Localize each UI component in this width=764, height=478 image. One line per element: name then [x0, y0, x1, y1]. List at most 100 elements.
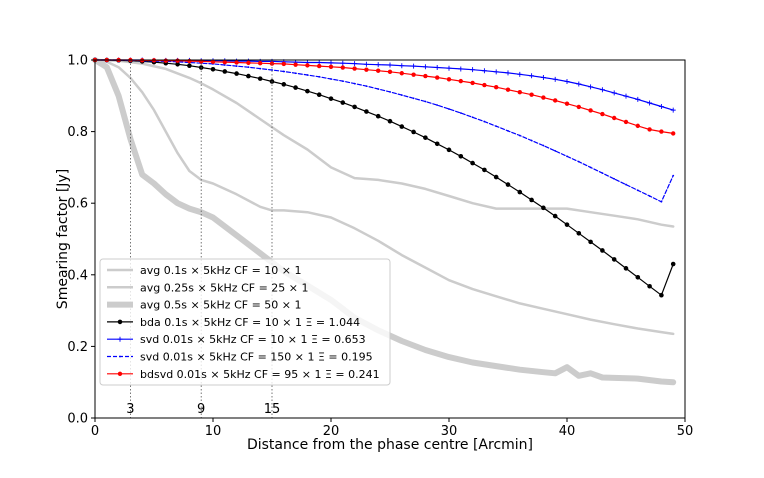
- series-6-line: [94, 59, 674, 203]
- series-7-point: [659, 129, 664, 134]
- series-6-point: [495, 125, 498, 128]
- series-5-point: [363, 61, 369, 67]
- series-4-point: [493, 174, 499, 180]
- series-7-point: [470, 80, 475, 86]
- series-5-point: [411, 63, 417, 69]
- series-5-point: [635, 96, 641, 102]
- series-4-point: [647, 283, 652, 289]
- x-axis-ticks: 0 10 20 30 40 50: [91, 418, 693, 439]
- series-4-point: [635, 275, 641, 280]
- series-5-point: [658, 104, 664, 110]
- plot-frame: [94, 59, 686, 419]
- series-4-point: [482, 167, 487, 173]
- series-4-point: [257, 76, 263, 81]
- series-7-point: [210, 59, 216, 64]
- series-6-point: [459, 112, 462, 114]
- legend-label: svd 0.01s × 5kHz CF = 150 × 1 Ξ = 0.195: [140, 351, 373, 364]
- series-7-point: [364, 67, 369, 72]
- legend-box: [99, 258, 391, 386]
- series-5-point: [529, 73, 535, 79]
- series-6-point: [341, 80, 344, 83]
- series-4-point: [328, 96, 334, 101]
- series-6-point: [412, 97, 415, 100]
- series-7-point: [588, 108, 593, 113]
- series-7-point: [317, 63, 322, 69]
- series-4-point: [246, 73, 251, 79]
- series-6-point: [672, 174, 675, 177]
- series-6-point: [389, 90, 391, 93]
- series-6-point: [601, 172, 604, 175]
- series-7-point: [635, 123, 640, 129]
- series-5-point: [458, 66, 464, 72]
- series-6-point: [636, 189, 639, 192]
- legend-label: avg 0.25s × 5kHz CF = 25 × 1: [140, 281, 309, 294]
- legend-label: avg 0.5s × 5kHz CF = 50 × 1: [140, 299, 302, 312]
- series-4-point: [316, 92, 322, 98]
- series-7-point: [458, 78, 463, 84]
- series-4-point: [623, 266, 629, 271]
- series-4-point: [659, 292, 664, 298]
- series-5-point: [670, 107, 676, 113]
- series-6-point: [259, 67, 262, 70]
- series-6-point: [235, 65, 238, 67]
- series-7-point: [423, 73, 428, 79]
- series-7-point: [352, 66, 357, 71]
- series-4-point: [187, 63, 192, 69]
- series-4-point: [517, 189, 523, 195]
- series-5-point: [340, 60, 346, 66]
- series-5-point: [611, 90, 617, 96]
- series-7-point: [234, 60, 239, 65]
- series-7-point: [399, 71, 404, 76]
- legend-marker: [117, 371, 123, 376]
- series-7-point: [175, 58, 180, 63]
- series-7-point: [517, 90, 522, 95]
- series-4-point: [446, 147, 452, 153]
- series-2-line: [93, 58, 675, 336]
- legend-entry-4: bda 0.1s × 5kHz CF = 10 × 1 Ξ = 1.044: [107, 316, 360, 329]
- series-6-point: [542, 144, 545, 147]
- series-5-point: [375, 62, 381, 68]
- series-6-point: [648, 195, 651, 197]
- vline-label-9: 9: [197, 402, 205, 417]
- y-axis-ticks: 0.0 0.2 0.4 0.6 0.8 1.0: [67, 54, 95, 427]
- series-6-point: [589, 166, 592, 169]
- series-4-point: [340, 100, 346, 105]
- series-7-point: [246, 60, 251, 66]
- series-5-point: [493, 69, 499, 75]
- series-5-point: [564, 78, 570, 84]
- series-4-point: [434, 141, 440, 147]
- series-7-point: [541, 95, 546, 100]
- series-6-point: [223, 64, 226, 66]
- series-6-point: [613, 177, 616, 180]
- x-tick-label: 0: [91, 424, 99, 439]
- series-5-point: [352, 61, 358, 67]
- series-7-point: [482, 82, 487, 88]
- series-4-point: [175, 61, 180, 67]
- series-5-point: [328, 60, 334, 66]
- series-4-point: [375, 113, 381, 119]
- series-5: [92, 57, 676, 113]
- series-5-point: [588, 84, 594, 90]
- series-4-point: [210, 67, 216, 72]
- series-7-point: [281, 61, 286, 67]
- series-6-point: [377, 88, 380, 90]
- series-6-point: [306, 74, 309, 76]
- series-6-point: [318, 75, 321, 78]
- series-4-point: [305, 88, 310, 94]
- series-5-point: [576, 81, 582, 87]
- series-4-point: [411, 129, 416, 135]
- series-4-point: [552, 213, 558, 219]
- legend: avg 0.1s × 5kHz CF = 10 × 1 avg 0.25s × 5…: [99, 258, 391, 386]
- series-4-point: [387, 118, 393, 124]
- series-7-point: [612, 115, 617, 121]
- series-7-point: [505, 87, 511, 92]
- series-4-point: [600, 248, 605, 253]
- series-5-point: [647, 100, 653, 106]
- series-5-point: [481, 68, 487, 74]
- series-4-point: [505, 182, 511, 187]
- series-7-point: [529, 92, 534, 97]
- series-4-point: [564, 222, 570, 227]
- series-6-point: [483, 120, 486, 123]
- series-7-point: [305, 63, 310, 68]
- series-6-point: [566, 155, 568, 158]
